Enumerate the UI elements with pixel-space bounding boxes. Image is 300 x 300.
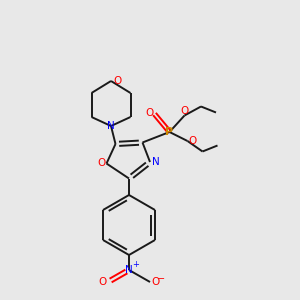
Text: P: P	[165, 127, 174, 137]
Text: −: −	[157, 274, 166, 284]
Text: +: +	[132, 260, 139, 269]
Text: N: N	[125, 265, 133, 275]
Text: O: O	[113, 76, 122, 86]
Text: O: O	[97, 158, 105, 169]
Text: O: O	[98, 277, 107, 287]
Text: N: N	[152, 157, 159, 167]
Text: O: O	[151, 277, 160, 287]
Text: N: N	[107, 121, 115, 131]
Text: O: O	[145, 107, 153, 118]
Text: O: O	[189, 136, 197, 146]
Text: O: O	[180, 106, 189, 116]
